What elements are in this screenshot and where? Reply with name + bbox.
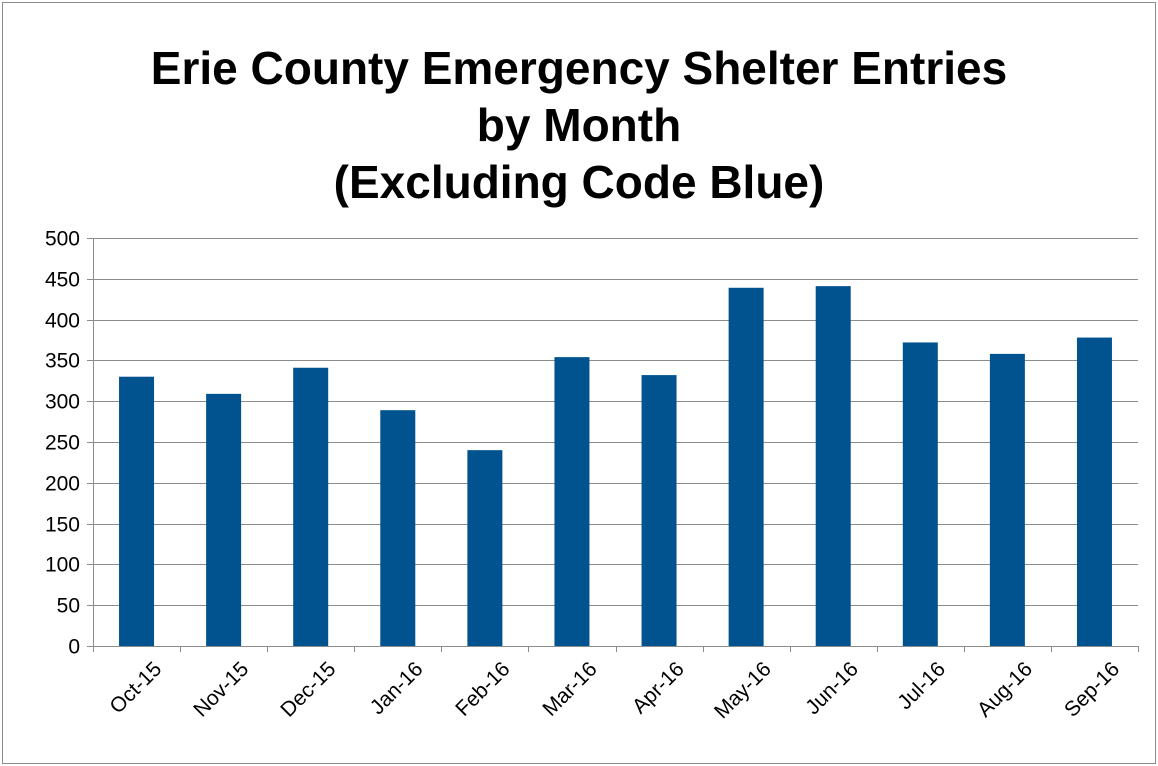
chart-title-line-3: (Excluding Code Blue) bbox=[333, 156, 825, 208]
chart-title: Erie County Emergency Shelter Entries by… bbox=[0, 40, 1158, 211]
y-tick-label: 50 bbox=[57, 595, 80, 618]
x-tick-label: Nov-15 bbox=[189, 657, 253, 721]
y-tick-label: 400 bbox=[45, 310, 80, 333]
bars bbox=[119, 286, 1112, 646]
x-tick-label: Feb-16 bbox=[451, 657, 514, 720]
x-tick-label: Mar-16 bbox=[538, 657, 601, 720]
bar bbox=[815, 286, 851, 646]
bar bbox=[1076, 337, 1112, 646]
axes bbox=[93, 238, 1139, 652]
bar bbox=[554, 357, 590, 646]
chart-title-line-1: Erie County Emergency Shelter Entries bbox=[150, 42, 1008, 94]
bar bbox=[467, 450, 503, 646]
x-tick-label: Jul-16 bbox=[893, 657, 950, 714]
bar bbox=[728, 287, 764, 646]
bar bbox=[293, 367, 329, 646]
x-tick-label: Oct-15 bbox=[105, 657, 166, 718]
y-tick-label: 150 bbox=[45, 514, 80, 537]
x-tick-label: Apr-16 bbox=[628, 657, 689, 718]
y-tick-label: 200 bbox=[45, 473, 80, 496]
gridlines bbox=[87, 238, 1138, 647]
x-tick-label: Jan-16 bbox=[366, 657, 428, 719]
y-tick-label: 0 bbox=[68, 636, 80, 659]
bar bbox=[119, 376, 155, 646]
x-tick-label: Aug-16 bbox=[973, 657, 1037, 721]
bar bbox=[989, 353, 1025, 646]
y-tick-label: 350 bbox=[45, 350, 80, 373]
bar bbox=[380, 410, 416, 646]
chart-title-line-2: by Month bbox=[476, 99, 682, 151]
y-tick-label: 300 bbox=[45, 391, 80, 414]
y-tick-label: 500 bbox=[45, 228, 80, 251]
x-axis-tick-labels: Oct-15 Nov-15 Dec-15 Jan-16 Feb-16 Mar-16 Apr-… bbox=[105, 657, 1124, 723]
y-tick-label: 250 bbox=[45, 432, 80, 455]
y-axis-tick-labels: 0 50 100 150 200 250 300 350 400 450 500 bbox=[45, 228, 80, 659]
bar bbox=[641, 375, 677, 646]
y-tick-label: 100 bbox=[45, 554, 80, 577]
x-tick-label: Dec-15 bbox=[276, 657, 340, 721]
x-tick-label: May-16 bbox=[710, 657, 776, 723]
bar bbox=[902, 342, 938, 646]
bar bbox=[206, 393, 242, 646]
y-tick-label: 450 bbox=[45, 269, 80, 292]
x-tick-label: Jun-16 bbox=[801, 657, 863, 719]
x-tick-label: Sep-16 bbox=[1060, 657, 1124, 721]
